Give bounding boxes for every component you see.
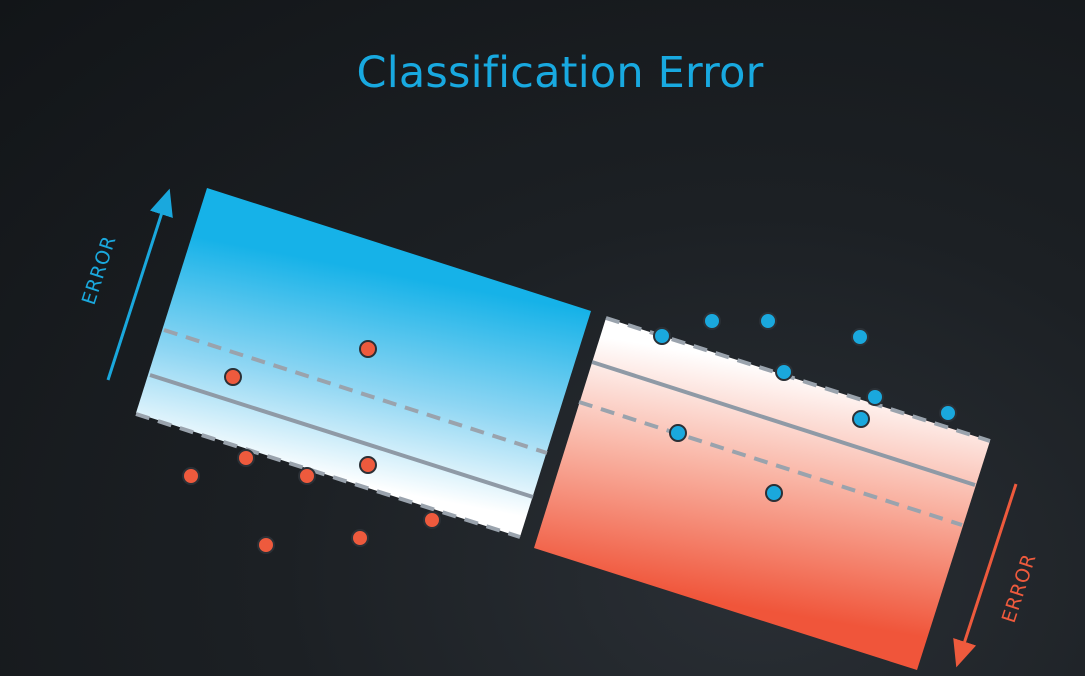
blue-point bbox=[851, 328, 869, 346]
left-boundary-line bbox=[149, 373, 534, 499]
blue-point bbox=[765, 484, 783, 502]
blue-point bbox=[669, 424, 687, 442]
red-point bbox=[237, 449, 255, 467]
red-point bbox=[423, 511, 441, 529]
red-point bbox=[298, 467, 316, 485]
blue-point bbox=[852, 410, 870, 428]
red-point bbox=[359, 340, 377, 358]
blue-region bbox=[136, 188, 591, 537]
blue-points bbox=[653, 312, 957, 502]
blue-point bbox=[759, 312, 777, 330]
red-point bbox=[359, 456, 377, 474]
right-error-arrow bbox=[953, 483, 1018, 668]
blue-point bbox=[775, 363, 793, 381]
red-point bbox=[351, 529, 369, 547]
blue-point bbox=[866, 388, 884, 406]
right-lower-margin-line bbox=[578, 400, 963, 527]
red-points bbox=[182, 340, 441, 554]
slide-title: Classification Error bbox=[356, 48, 764, 98]
left-upper-margin-line bbox=[163, 328, 548, 455]
right-boundary-line bbox=[591, 360, 976, 487]
red-point bbox=[182, 467, 200, 485]
red-region bbox=[534, 318, 990, 670]
blue-point bbox=[703, 312, 721, 330]
red-point bbox=[257, 536, 275, 554]
red-point bbox=[224, 368, 242, 386]
left-error-label: ERROR bbox=[78, 233, 121, 308]
left-error-arrow bbox=[106, 188, 173, 381]
blue-point bbox=[939, 404, 957, 422]
right-error-label: ERROR bbox=[998, 551, 1041, 626]
blue-point bbox=[653, 327, 671, 345]
